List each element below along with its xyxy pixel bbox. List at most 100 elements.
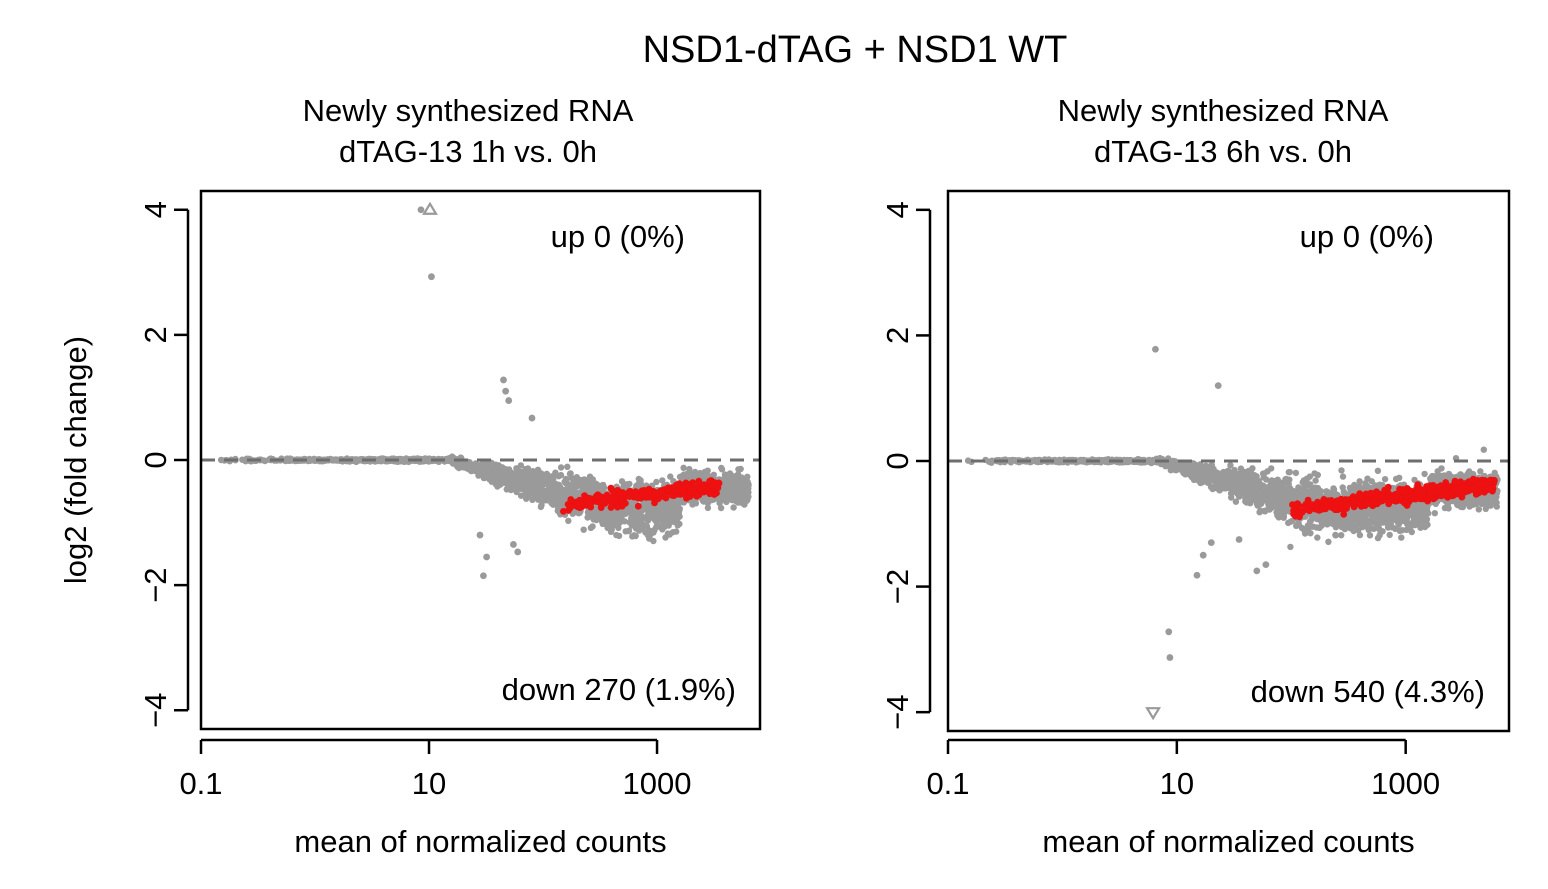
- gene-point: [1339, 473, 1347, 480]
- outlier-point: [510, 541, 517, 548]
- gene-point: [599, 484, 607, 492]
- gene-point: [1307, 530, 1314, 537]
- gene-point: [743, 494, 750, 501]
- outlier-point: [505, 397, 513, 404]
- gene-point: [1195, 477, 1202, 484]
- gene-point: [735, 466, 742, 473]
- gene-point: [529, 486, 537, 493]
- significant-gene-point: [651, 490, 658, 498]
- gene-point: [1325, 489, 1333, 496]
- gene-point: [1374, 467, 1382, 474]
- gene-point: [653, 478, 660, 486]
- significant-gene-point: [634, 502, 642, 510]
- significant-gene-point: [651, 499, 658, 507]
- gene-point: [660, 521, 668, 528]
- gene-point: [580, 526, 587, 533]
- significant-gene-point: [625, 493, 633, 500]
- gene-point: [1286, 468, 1294, 476]
- gene-point: [655, 514, 662, 522]
- gene-point: [470, 466, 477, 473]
- gene-point: [731, 490, 738, 497]
- gene-point: [567, 489, 574, 496]
- gene-point: [628, 515, 636, 522]
- outlier-point: [476, 531, 484, 539]
- significant-gene-point: [595, 499, 603, 506]
- significant-gene-point: [614, 503, 621, 511]
- gene-point: [1475, 506, 1483, 513]
- gene-point: [556, 491, 564, 499]
- gene-point: [1312, 477, 1319, 484]
- gene-point: [217, 456, 225, 464]
- gene-point: [730, 504, 737, 511]
- gene-point: [630, 521, 638, 529]
- gene-point: [514, 476, 521, 484]
- gene-point: [1445, 470, 1453, 478]
- gene-point: [1243, 497, 1251, 505]
- gene-point: [466, 459, 473, 466]
- gene-point: [551, 486, 558, 493]
- gene-point: [533, 474, 540, 482]
- gene-point: [1366, 532, 1374, 539]
- outlier-point: [502, 387, 510, 395]
- significant-gene-point: [632, 488, 640, 496]
- gene-point: [739, 476, 746, 483]
- gene-point: [1407, 520, 1414, 527]
- figure-title: NSD1-dTAG + NSD1 WT: [643, 29, 1068, 71]
- gene-point: [667, 473, 674, 480]
- gene-point: [1346, 484, 1354, 491]
- gene-point: [1280, 514, 1287, 521]
- gene-point: [1209, 485, 1216, 493]
- gene-point: [476, 462, 483, 470]
- clipped-outlier-marker: [422, 201, 438, 215]
- gene-point: [516, 468, 523, 476]
- gene-point: [453, 461, 461, 469]
- gene-point: [1292, 469, 1300, 477]
- gene-point: [522, 473, 529, 480]
- x-tick-label: 1000: [623, 766, 692, 801]
- significant-gene-point: [607, 484, 615, 492]
- gene-point: [704, 504, 712, 512]
- gene-point: [737, 499, 745, 506]
- gene-point: [1216, 487, 1223, 494]
- gene-point: [733, 481, 740, 489]
- x-tick-label: 0.1: [179, 766, 222, 801]
- gene-point: [613, 531, 620, 539]
- gene-point: [686, 465, 693, 473]
- gene-point: [1473, 500, 1480, 507]
- gene-point: [672, 499, 680, 506]
- gene-point: [565, 517, 572, 524]
- gene-point: [537, 503, 545, 511]
- gene-point: [568, 481, 575, 488]
- gene-point: [733, 475, 740, 482]
- gene-point: [1431, 510, 1439, 517]
- gene-point: [659, 477, 666, 484]
- gene-point: [595, 515, 602, 522]
- gene-point: [718, 464, 725, 472]
- significant-gene-point: [560, 508, 567, 515]
- gene-point: [548, 473, 555, 480]
- gene-point: [665, 518, 672, 526]
- gene-point: [590, 508, 597, 516]
- gene-point: [506, 472, 513, 479]
- gene-point: [581, 476, 588, 483]
- gene-point: [526, 481, 533, 488]
- gene-point: [1260, 474, 1267, 481]
- gene-point: [462, 464, 469, 471]
- gene-point: [517, 492, 525, 499]
- significant-gene-point: [610, 493, 618, 501]
- gene-point: [557, 464, 565, 471]
- gene-point: [563, 480, 570, 487]
- gene-point: [513, 488, 520, 496]
- gene-point: [543, 470, 550, 478]
- gene-point: [602, 516, 609, 523]
- significant-gene-point: [683, 494, 690, 502]
- gene-point: [446, 456, 454, 463]
- gene-point: [666, 531, 673, 538]
- gene-point: [638, 520, 646, 527]
- gene-point: [670, 515, 678, 523]
- gene-point: [546, 482, 553, 490]
- gene-point: [1386, 531, 1393, 539]
- significant-gene-point: [583, 498, 591, 505]
- gene-point: [629, 499, 636, 507]
